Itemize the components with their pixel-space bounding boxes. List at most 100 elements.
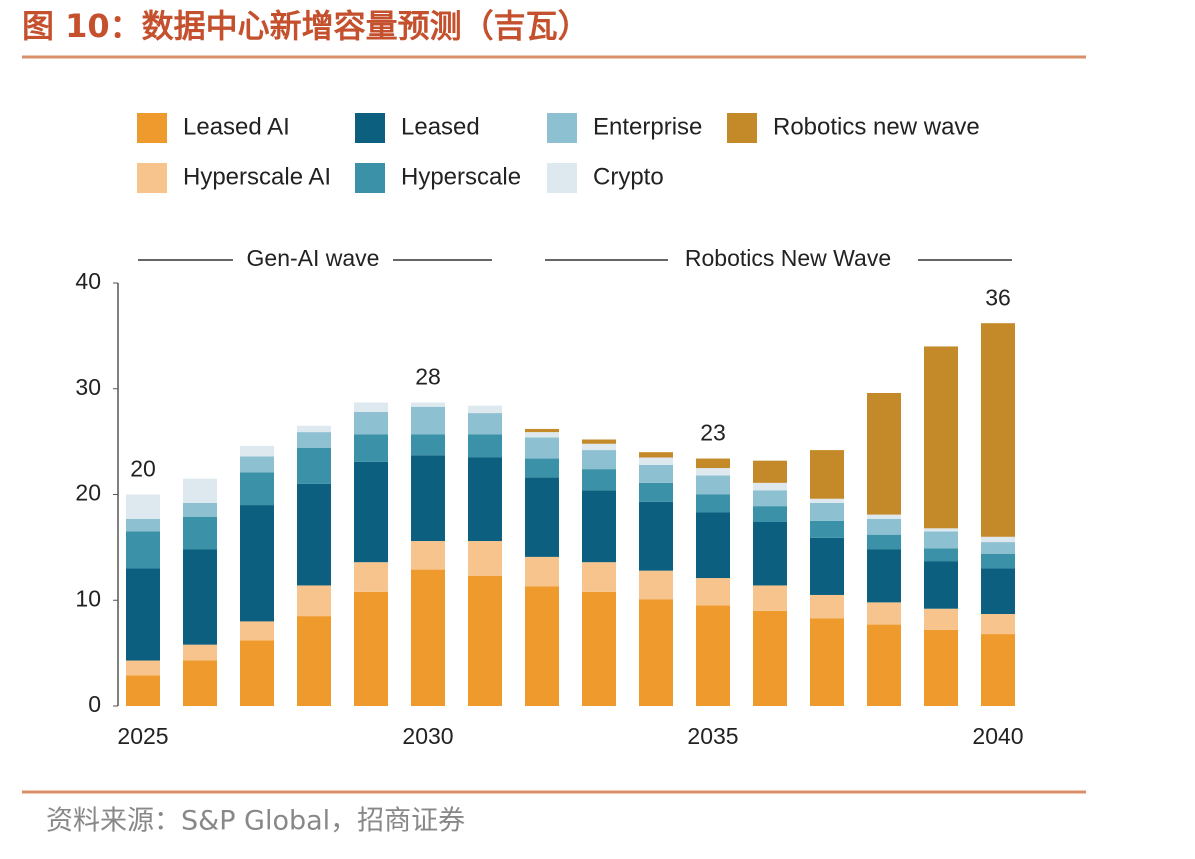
bar-segment [981,553,1015,569]
bar-segment [240,640,274,706]
bar-segment [696,578,730,606]
bar-segment [867,514,901,519]
bar-segment [810,537,844,595]
bar-segment [354,591,388,706]
annotation: Gen-AI wave [247,245,380,271]
bar-segment [297,432,331,448]
y-tick-label: 30 [75,374,101,400]
bar-segment [183,502,217,517]
legend-swatch [137,163,167,193]
bar-segment [411,402,445,407]
bar-segment [411,569,445,706]
bar-segment [867,602,901,625]
bar-segment [582,562,616,592]
bar-segment [126,494,160,519]
bar-segment [639,482,673,502]
bar-segment [696,468,730,476]
y-tick-label: 20 [75,480,101,506]
bar-segment [753,521,787,586]
annotation: Robotics New Wave [685,245,891,271]
bar-segment [183,478,217,503]
bar-segment [126,675,160,706]
legend-swatch [355,113,385,143]
bar-segment [525,586,559,706]
bar-segment [582,490,616,563]
bar-segment [240,445,274,457]
bar-segment [639,457,673,465]
bar-segment [297,483,331,586]
bar-segment [126,531,160,569]
bar-segment [582,443,616,451]
bar-segment [354,402,388,413]
bar-segment [411,406,445,435]
bar-segment [696,458,730,469]
bar-segment [639,501,673,571]
legend-swatch [547,113,577,143]
legend-label: Hyperscale AI [183,163,331,190]
bar-segment [354,562,388,592]
bar-segment [639,570,673,600]
bar-segment [924,629,958,706]
bar-segment [468,405,502,414]
bar-segment [240,456,274,473]
bar-segment [240,472,274,506]
bar-segment [867,518,901,535]
bar-segment [297,447,331,484]
bar-segment [810,498,844,503]
bar-segment [126,518,160,532]
total-label: 28 [415,364,441,390]
bar-segment [753,490,787,507]
legend-swatch [355,163,385,193]
bar-segment [639,599,673,706]
bar-segment [753,482,787,491]
bar-segment [525,437,559,459]
bar-segment [411,434,445,456]
legend-swatch [547,163,577,193]
x-tick-label: 2040 [972,723,1023,749]
x-tick-label: 2025 [117,723,168,749]
bar-segment [810,502,844,521]
bar-segment [981,536,1015,543]
bar-segment [753,460,787,483]
bar-segment [525,458,559,478]
bar-segment [525,477,559,557]
bar-segment [468,575,502,706]
bar-segment [924,528,958,532]
y-tick-label: 0 [88,691,101,717]
legend-label: Leased AI [183,113,290,140]
bar-segment [183,644,217,661]
legend-swatch [137,113,167,143]
bar-segment [411,455,445,542]
bar-segment [981,613,1015,635]
bar-segment [696,605,730,706]
bar-segment [810,594,844,619]
bar-segment [981,542,1015,554]
y-tick-label: 40 [75,268,101,294]
bar-segment [867,534,901,550]
bar-segment [696,494,730,513]
bar-segment [240,621,274,641]
bar-segment [297,585,331,617]
bar-segment [924,561,958,609]
bar-segment [981,634,1015,706]
x-tick-label: 2030 [402,723,453,749]
bar-segment [468,413,502,435]
bar-segment [468,457,502,542]
legend-label: Hyperscale [401,163,521,190]
bar-segment [582,591,616,706]
bar-segment [468,434,502,458]
bar-segment [924,608,958,630]
bar-segment [981,568,1015,614]
bar-segment [126,660,160,676]
y-tick-label: 10 [75,585,101,611]
bar-segment [582,439,616,444]
legend-label: Robotics new wave [773,113,980,140]
bar-segment [183,549,217,645]
bar-segment [525,428,559,433]
bar-segment [924,531,958,549]
bar-segment [582,469,616,491]
bar-segment [696,475,730,495]
bar-segment [639,464,673,483]
bar-segment [297,616,331,706]
